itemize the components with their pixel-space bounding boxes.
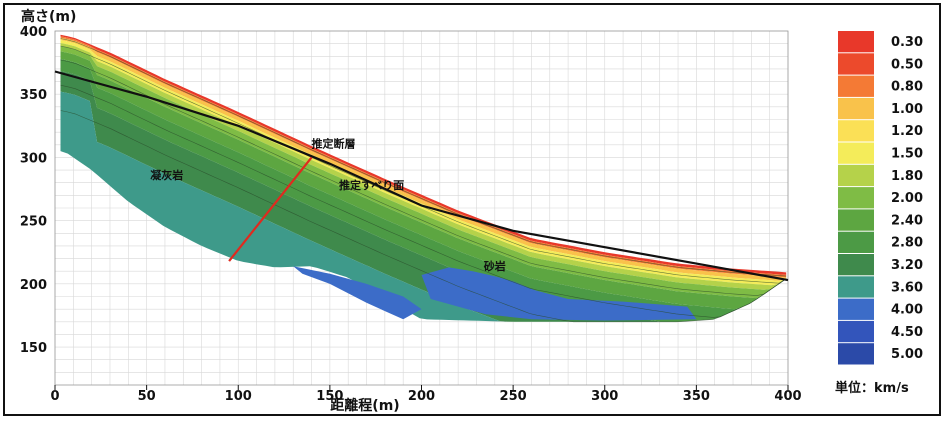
contour-line (60, 59, 787, 296)
x-tick-label: 0 (50, 389, 59, 404)
legend-swatch (838, 53, 874, 75)
y-tick-label: 200 (20, 278, 47, 293)
legend-swatch (838, 343, 874, 365)
legend-label: 5.00 (891, 347, 923, 362)
legend-swatch (838, 231, 874, 253)
axes: 高さ(m) 距離程(m) 0 50 100 150 200 250 300 350 400 150… (20, 8, 802, 414)
x-axis-title: 距離程(m) (330, 397, 399, 414)
x-tick-label: 150 (316, 389, 343, 404)
legend-unit: 単位：km/s (835, 380, 909, 396)
x-tick-label: 50 (138, 389, 156, 404)
y-tick-label: 250 (20, 215, 47, 230)
contour-line (60, 38, 787, 277)
legend-swatch (838, 164, 874, 187)
x-tick-label: 350 (683, 389, 710, 404)
profile-lines (54, 38, 789, 323)
legend-label: 0.50 (891, 57, 923, 72)
velocity-zone-4-00 (293, 266, 422, 320)
fault-line (228, 156, 313, 262)
legend-label: 0.80 (891, 80, 923, 95)
legend-swatch (838, 120, 874, 142)
annotation-label: 砂岩 (484, 259, 506, 273)
annotation-label: 推定すべり面 (339, 178, 404, 192)
legend-label: 4.50 (891, 325, 923, 340)
legend-label: 2.00 (891, 191, 923, 206)
legend-label: 1.20 (891, 124, 923, 139)
annotation-label: 凝灰岩 (150, 168, 183, 182)
y-axis-title: 高さ(m) (21, 8, 76, 25)
legend-swatch (838, 209, 874, 231)
legend-label: 2.80 (891, 236, 923, 251)
legend-swatch (838, 187, 874, 209)
contour-line (60, 84, 787, 318)
legend-swatch (838, 142, 874, 164)
legend-swatch (838, 320, 874, 343)
x-tick-label: 250 (500, 389, 527, 404)
y-tick-label: 350 (20, 88, 47, 103)
velocity-zone-4-00 (421, 267, 697, 321)
contour-line (60, 110, 787, 323)
legend-label: 4.00 (891, 303, 923, 318)
legend-swatch (838, 254, 874, 276)
legend-label: 0.30 (891, 35, 923, 50)
y-tick-label: 300 (20, 151, 47, 166)
legend-swatch (838, 97, 874, 120)
legend-label: 1.80 (891, 169, 923, 184)
legend-swatch (838, 298, 874, 320)
legend-label: 3.20 (891, 258, 923, 273)
legend-label: 2.40 (891, 213, 923, 228)
annotation-label: 推定断層 (312, 136, 356, 150)
x-tick-label: 400 (774, 389, 801, 404)
x-tick-label: 100 (225, 389, 252, 404)
figure-frame: 高さ(m) 距離程(m) 0 50 100 150 200 250 300 350 400 150… (3, 3, 941, 416)
legend-swatch (838, 276, 874, 298)
legend-swatch (838, 31, 874, 53)
x-tick-label: 300 (591, 389, 618, 404)
velocity-band (60, 91, 787, 322)
legend-label: 1.50 (891, 147, 923, 162)
legend-label: 3.60 (891, 280, 923, 295)
legend: 単位：km/s 0.30 0.50 0.80 1.00 1.20 1.50 1.80 2.00… (835, 31, 923, 396)
slip-surface-line (54, 70, 789, 282)
x-tick-label: 200 (408, 389, 435, 404)
y-tick-label: 400 (20, 25, 47, 40)
y-tick-label: 150 (20, 341, 47, 356)
legend-label: 1.00 (891, 102, 923, 117)
legend-swatch (838, 75, 874, 97)
seismic-velocity-section-chart: 高さ(m) 距離程(m) 0 50 100 150 200 250 300 350 400 150… (20, 8, 923, 414)
